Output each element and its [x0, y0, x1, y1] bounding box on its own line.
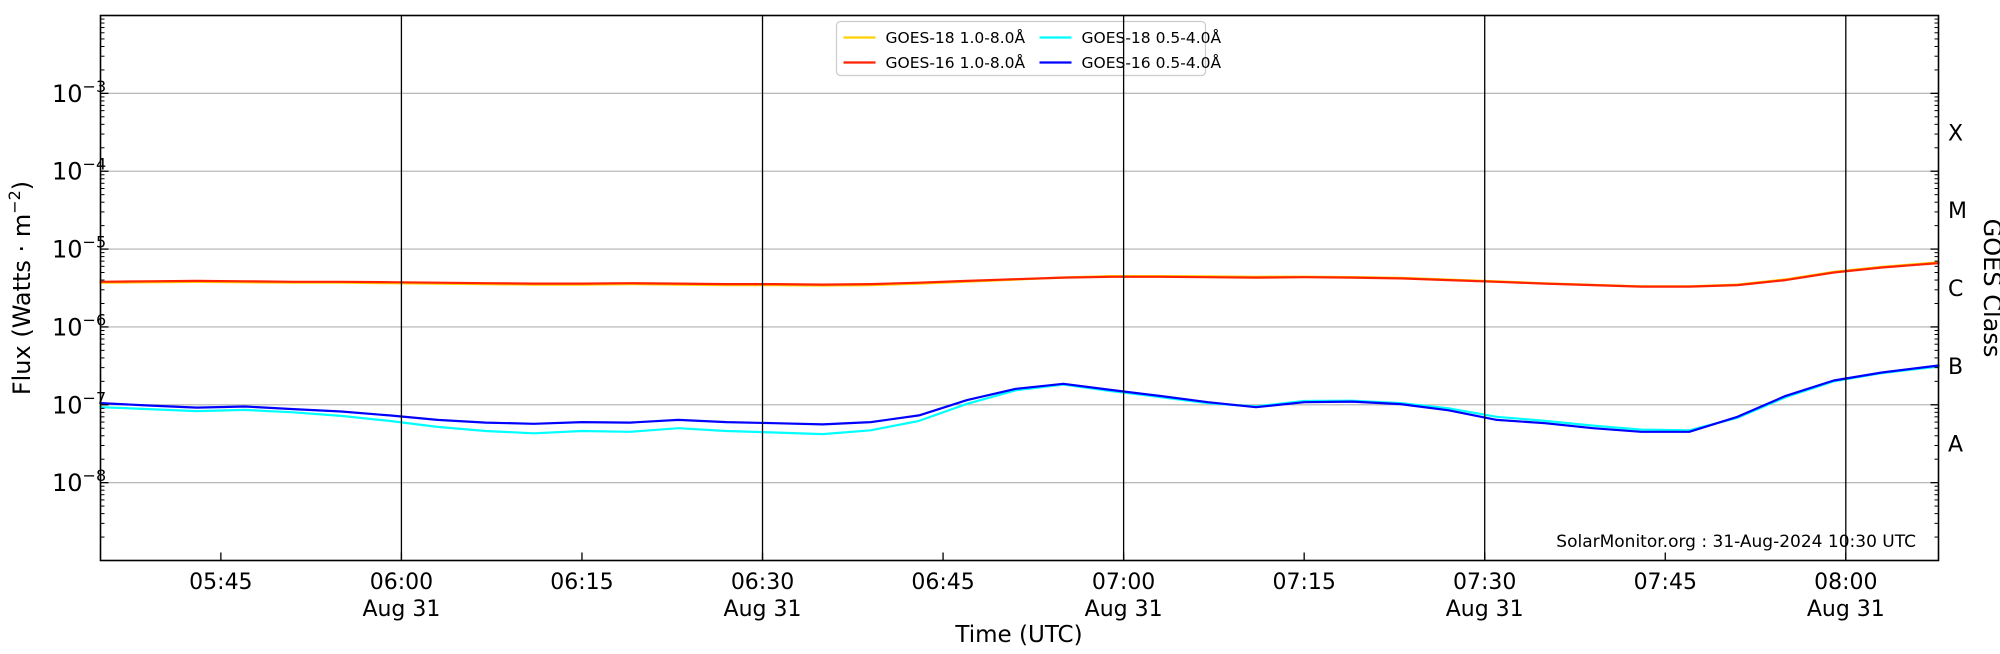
- legend-label: GOES-18 1.0-8.0Å: [886, 28, 1026, 47]
- goes-class-label-b: B: [1948, 355, 1963, 380]
- y-tick-label: 10−4: [52, 155, 106, 186]
- y-tick-label: 10−8: [52, 466, 106, 497]
- goes-class-label-m: M: [1948, 199, 1967, 224]
- series-line-goes-16-0-5-4-0-: [99, 364, 1940, 433]
- x-tick-label: 07:00: [1092, 570, 1155, 595]
- x-tick-date-label: Aug 31: [362, 597, 440, 622]
- y-tick-label: 10−7: [52, 388, 106, 419]
- x-tick-label: 06:00: [370, 570, 433, 595]
- attribution-text: SolarMonitor.org : 31-Aug-2024 10:30 UTC: [1556, 532, 1916, 552]
- x-tick-label: 07:45: [1634, 570, 1697, 595]
- goes-class-label-a: A: [1948, 433, 1963, 458]
- x-tick-label: 08:00: [1814, 570, 1877, 595]
- x-tick-label: 07:30: [1453, 570, 1516, 595]
- series-line-goes-16-1-0-8-0-: [99, 262, 1940, 288]
- y-tick-label: 10−3: [52, 77, 106, 108]
- y-tick-label: 10−6: [52, 310, 106, 341]
- right-axis-title: GOES Class: [1978, 219, 2000, 358]
- x-axis-title: Time (UTC): [954, 622, 1082, 648]
- x-tick-label: 05:45: [189, 570, 252, 595]
- x-tick-date-label: Aug 31: [1807, 597, 1885, 622]
- legend-label: GOES-16 1.0-8.0Å: [886, 53, 1026, 72]
- x-tick-date-label: Aug 31: [1085, 597, 1163, 622]
- goes-class-label-c: C: [1948, 277, 1963, 302]
- legend-box: [835, 20, 1207, 77]
- x-tick-label: 06:30: [731, 570, 794, 595]
- series-line-goes-18-0-5-4-0-: [99, 365, 1940, 436]
- x-tick-label: 06:45: [911, 570, 974, 595]
- x-tick-label: 07:15: [1272, 570, 1335, 595]
- y-tick-label: 10−5: [52, 233, 106, 264]
- x-tick-date-label: Aug 31: [724, 597, 802, 622]
- y-axis-title: Flux (Watts · m−2): [5, 181, 36, 395]
- x-tick-label: 06:15: [550, 570, 613, 595]
- legend-label: GOES-18 0.5-4.0Å: [1082, 28, 1222, 47]
- x-tick-date-label: Aug 31: [1446, 597, 1524, 622]
- chart-generated-content: GOES-18 1.0-8.0Å GOES-16 1.0-8.0Å GOES-18 …: [5, 14, 1967, 622]
- goes-class-label-x: X: [1948, 121, 1963, 146]
- plot-frame: [99, 14, 1940, 562]
- legend-label: GOES-16 0.5-4.0Å: [1082, 53, 1222, 72]
